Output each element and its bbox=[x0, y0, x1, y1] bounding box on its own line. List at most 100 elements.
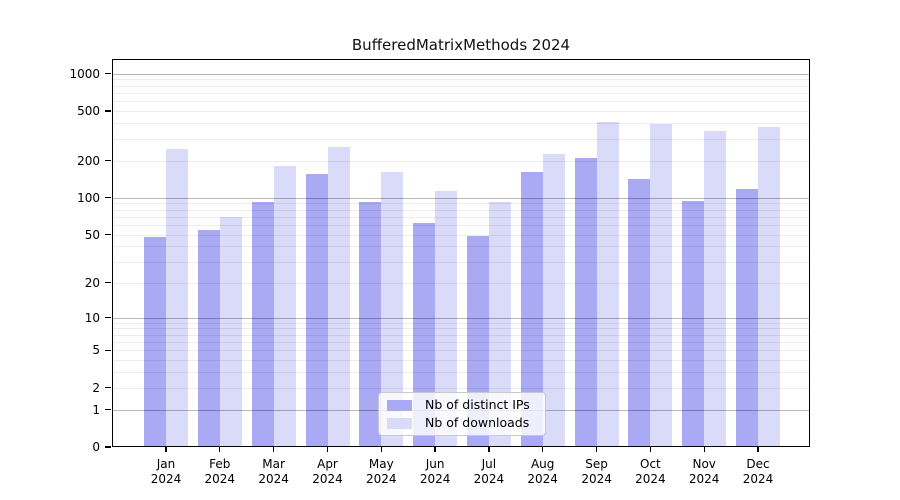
month-label: Dec bbox=[746, 457, 770, 471]
bar-distinct-ips-dec bbox=[736, 188, 758, 447]
x-tick-label-aug: Aug 2024 bbox=[513, 457, 573, 487]
year-label: 2024 bbox=[581, 472, 612, 486]
month-label: Jun bbox=[425, 457, 445, 471]
bar-downloads-jan bbox=[166, 148, 188, 447]
year-label: 2024 bbox=[366, 472, 397, 486]
y-tick-100 bbox=[105, 197, 111, 199]
y-tick-label: 2 bbox=[92, 380, 100, 395]
y-tick-20 bbox=[105, 281, 111, 284]
legend-item-distinct-ips: Nb of distinct IPs bbox=[387, 398, 537, 412]
month-label: Feb bbox=[209, 457, 231, 471]
x-tick-oct bbox=[649, 447, 652, 452]
bar-distinct-ips-jan bbox=[144, 236, 166, 447]
y-tick-0 bbox=[105, 446, 111, 448]
gridline-500 bbox=[112, 111, 810, 113]
y-tick-10 bbox=[105, 316, 111, 319]
x-tick-apr bbox=[326, 447, 329, 452]
x-tick-label-mar: Mar 2024 bbox=[244, 457, 304, 487]
legend-swatch-distinct-ips bbox=[387, 399, 412, 411]
y-tick-200 bbox=[105, 159, 111, 162]
y-tick-label: 1000 bbox=[69, 66, 100, 81]
y-tick-1000 bbox=[105, 73, 111, 75]
y-tick-label: 50 bbox=[84, 227, 100, 242]
bar-downloads-oct bbox=[650, 123, 673, 447]
x-tick-may bbox=[380, 447, 382, 452]
year-label: 2024 bbox=[204, 472, 236, 486]
gridline-800 bbox=[112, 85, 810, 87]
x-tick-label-jan: Jan 2024 bbox=[136, 457, 196, 487]
gridline-1000 bbox=[112, 73, 810, 75]
year-label: 2024 bbox=[473, 472, 505, 486]
x-tick-label-dec: Dec 2024 bbox=[728, 457, 788, 487]
month-label: Aug bbox=[530, 457, 555, 471]
y-tick-label: 100 bbox=[77, 190, 100, 205]
year-label: 2024 bbox=[312, 472, 343, 486]
bar-downloads-nov bbox=[704, 131, 727, 447]
y-tick-label: 20 bbox=[84, 275, 100, 290]
y-tick-5 bbox=[105, 349, 111, 351]
gridline-700 bbox=[112, 93, 810, 94]
bar-downloads-aug bbox=[542, 153, 565, 447]
bar-downloads-sep bbox=[596, 121, 619, 447]
y-tick-500 bbox=[105, 110, 111, 112]
month-label: May bbox=[368, 457, 394, 471]
bar-downloads-feb bbox=[219, 216, 242, 447]
x-tick-label-feb: Feb 2024 bbox=[190, 457, 250, 487]
y-tick-label: 0 bbox=[92, 440, 100, 454]
plot-area: Nb of distinct IPs Nb of downloads 1000 5… bbox=[69, 59, 810, 486]
bar-downloads-dec bbox=[758, 127, 780, 447]
bar-distinct-ips-oct bbox=[628, 179, 651, 447]
bar-distinct-ips-nov bbox=[682, 201, 705, 447]
x-tick-label-jun: Jun 2024 bbox=[405, 457, 465, 487]
year-label: 2024 bbox=[527, 472, 558, 486]
bar-downloads-jul bbox=[488, 201, 511, 447]
x-tick-nov bbox=[703, 447, 705, 452]
x-tick-aug bbox=[542, 447, 544, 452]
bar-distinct-ips-apr bbox=[305, 174, 328, 447]
x-tick-sep bbox=[595, 447, 598, 452]
bar-distinct-ips-may bbox=[359, 202, 382, 447]
month-label: Jul bbox=[481, 457, 497, 471]
y-tick-label: 10 bbox=[84, 310, 100, 325]
month-label: Apr bbox=[317, 457, 338, 471]
year-label: 2024 bbox=[635, 472, 666, 486]
bar-distinct-ips-jun bbox=[413, 223, 436, 447]
x-tick-dec bbox=[757, 447, 759, 452]
x-tick-label-jul: Jul 2024 bbox=[459, 457, 519, 487]
bar-distinct-ips-sep bbox=[574, 157, 597, 447]
bar-downloads-mar bbox=[273, 166, 296, 447]
bar-distinct-ips-feb bbox=[197, 229, 220, 447]
x-tick-label-nov: Nov 2024 bbox=[674, 457, 734, 487]
y-tick-label: 5 bbox=[92, 343, 100, 358]
y-tick-2 bbox=[105, 386, 111, 389]
x-tick-jul bbox=[488, 447, 490, 452]
month-label: Mar bbox=[262, 457, 285, 471]
x-tick-label-apr: Apr 2024 bbox=[298, 457, 358, 487]
legend-label: Nb of distinct IPs bbox=[425, 397, 530, 412]
year-label: 2024 bbox=[258, 472, 289, 486]
y-tick-1 bbox=[105, 408, 111, 411]
x-tick-jun bbox=[434, 447, 436, 452]
y-tick-label: 500 bbox=[77, 104, 100, 119]
gridline-600 bbox=[112, 101, 810, 103]
bar-distinct-ips-aug bbox=[520, 171, 543, 447]
month-label: Sep bbox=[585, 457, 608, 471]
gridline-900 bbox=[112, 79, 810, 81]
year-label: 2024 bbox=[150, 472, 182, 486]
x-tick-label-sep: Sep 2024 bbox=[567, 457, 627, 487]
year-label: 2024 bbox=[742, 472, 774, 486]
bar-downloads-jun bbox=[435, 191, 458, 447]
bar-distinct-ips-mar bbox=[251, 201, 274, 447]
y-tick-label: 1 bbox=[92, 402, 100, 417]
bar-downloads-apr bbox=[327, 146, 350, 447]
bar-downloads-may bbox=[381, 171, 404, 447]
legend-swatch-downloads bbox=[387, 417, 412, 429]
legend-label: Nb of downloads bbox=[425, 415, 530, 430]
x-tick-label-may: May 2024 bbox=[351, 457, 411, 487]
year-label: 2024 bbox=[419, 472, 451, 486]
gridline-400 bbox=[112, 123, 810, 125]
x-tick-feb bbox=[219, 447, 221, 452]
legend: Nb of distinct IPs Nb of downloads bbox=[378, 392, 546, 436]
y-tick-50 bbox=[105, 233, 111, 236]
